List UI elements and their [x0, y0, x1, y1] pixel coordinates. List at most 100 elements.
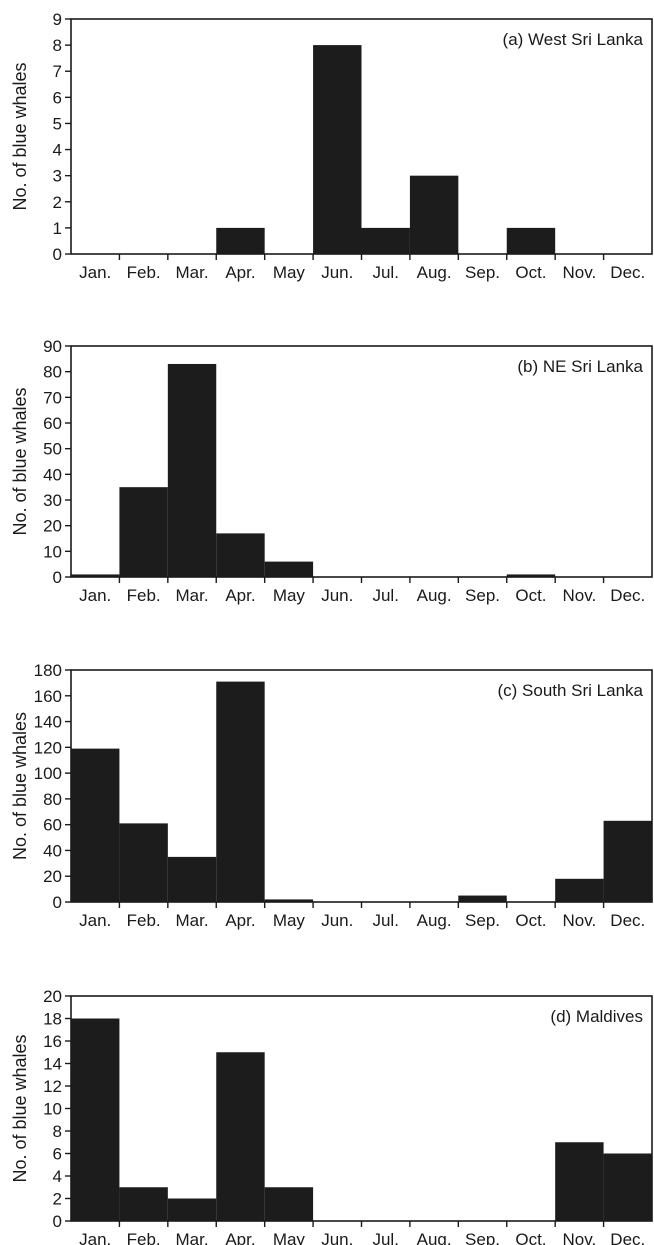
bar-oct: [506, 227, 556, 254]
y-tick-label: 180: [34, 661, 62, 680]
bar-may: [264, 561, 314, 577]
x-category-label: Jul.: [372, 911, 398, 930]
panel-title: (b) NE Sri Lanka: [517, 357, 643, 376]
x-category-label: Sep.: [465, 1230, 500, 1245]
y-tick-label: 8: [53, 1122, 62, 1141]
x-category-label: Jan.: [79, 586, 111, 605]
y-tick-label: 80: [43, 363, 62, 382]
y-tick-label: 18: [43, 1010, 62, 1029]
x-category-label: Oct.: [515, 263, 546, 282]
bar-oct: [506, 574, 556, 577]
x-category-label: Jun.: [321, 586, 353, 605]
bar-jan: [71, 574, 120, 577]
bar-aug: [409, 175, 459, 254]
x-category-label: Nov.: [563, 586, 597, 605]
panel-title: (c) South Sri Lanka: [497, 681, 643, 700]
y-tick-label: 20: [43, 517, 62, 536]
x-category-label: Nov.: [563, 1230, 597, 1245]
x-category-label: Oct.: [515, 586, 546, 605]
x-category-label: May: [273, 586, 306, 605]
x-category-label: Dec.: [610, 911, 645, 930]
y-tick-label: 60: [43, 816, 62, 835]
y-tick-label: 3: [53, 167, 62, 186]
y-axis-label: No. of blue whales: [10, 387, 30, 535]
x-category-label: Jul.: [372, 263, 398, 282]
y-tick-label: 20: [43, 987, 62, 1006]
bar-sep: [458, 895, 507, 902]
y-tick-label: 4: [53, 141, 62, 160]
y-tick-label: 40: [43, 841, 62, 860]
bar-feb: [119, 823, 168, 902]
y-tick-label: 70: [43, 388, 62, 407]
y-tick-label: 0: [53, 893, 62, 912]
y-tick-label: 10: [43, 1100, 62, 1119]
x-category-label: Apr.: [225, 586, 255, 605]
bar-apr: [216, 227, 265, 254]
y-tick-label: 30: [43, 491, 62, 510]
x-category-label: Feb.: [127, 586, 161, 605]
x-category-label: Sep.: [465, 263, 500, 282]
x-category-label: Oct.: [515, 911, 546, 930]
y-tick-label: 10: [43, 542, 62, 561]
x-category-label: Aug.: [417, 586, 452, 605]
chart-panel-maldives: No. of blue whales (d) Maldives 0 2 4 6 8 10 1…: [10, 987, 653, 1245]
y-tick-label: 14: [43, 1055, 62, 1074]
y-tick-label: 0: [53, 1212, 62, 1231]
bar-mar: [167, 363, 217, 577]
y-tick-label: 160: [34, 687, 62, 706]
y-tick-label: 80: [43, 790, 62, 809]
y-tick-label: 140: [34, 713, 62, 732]
x-category-label: Jul.: [372, 1230, 398, 1245]
y-tick-label: 40: [43, 465, 62, 484]
x-category-label: Apr.: [225, 1230, 255, 1245]
y-axis-label: No. of blue whales: [10, 62, 30, 210]
y-tick-label: 4: [53, 1167, 62, 1186]
bar-dec: [603, 820, 652, 902]
x-category-label: Aug.: [417, 1230, 452, 1245]
chart-panel-ne-sri-lanka: No. of blue whales (b) NE Sri Lanka 0 10 2…: [10, 337, 653, 605]
bar-apr: [216, 1052, 265, 1221]
bar-apr: [216, 533, 265, 577]
x-category-label: Mar.: [176, 263, 209, 282]
y-tick-label: 6: [53, 1145, 62, 1164]
y-tick-label: 100: [34, 764, 62, 783]
chart-panel-south-sri-lanka: No. of blue whales (c) South Sri Lanka 0…: [10, 661, 653, 930]
x-category-label: Mar.: [176, 586, 209, 605]
y-tick-label: 5: [53, 114, 62, 133]
x-category-label: May: [273, 1230, 306, 1245]
x-category-label: Apr.: [225, 911, 255, 930]
x-category-label: Jun.: [321, 1230, 353, 1245]
x-category-label: Aug.: [417, 263, 452, 282]
x-category-label: Feb.: [127, 263, 161, 282]
bar-may: [264, 899, 314, 902]
x-category-label: Feb.: [127, 911, 161, 930]
y-tick-label: 6: [53, 88, 62, 107]
bar-nov: [555, 878, 604, 902]
x-category-label: Aug.: [417, 911, 452, 930]
y-tick-label: 8: [53, 36, 62, 55]
panel-title: (d) Maldives: [550, 1007, 643, 1026]
y-tick-label: 20: [43, 867, 62, 886]
y-tick-label: 50: [43, 440, 62, 459]
bar-dec: [603, 1153, 652, 1221]
x-category-label: Oct.: [515, 1230, 546, 1245]
bar-mar: [167, 856, 217, 902]
y-tick-label: 2: [53, 193, 62, 212]
bar-apr: [216, 681, 265, 902]
y-tick-label: 0: [53, 245, 62, 264]
x-category-label: Sep.: [465, 911, 500, 930]
y-axis-label: No. of blue whales: [10, 1034, 30, 1182]
x-category-label: Jan.: [79, 1230, 111, 1245]
x-category-label: Feb.: [127, 1230, 161, 1245]
x-category-label: Sep.: [465, 586, 500, 605]
x-category-label: May: [273, 911, 306, 930]
bar-jan: [71, 1018, 120, 1221]
y-tick-label: 0: [53, 568, 62, 587]
bar-mar: [167, 1198, 217, 1221]
bar-jul: [361, 227, 410, 254]
x-category-label: Dec.: [610, 586, 645, 605]
x-category-label: Dec.: [610, 1230, 645, 1245]
y-tick-label: 16: [43, 1032, 62, 1051]
y-tick-label: 2: [53, 1190, 62, 1209]
